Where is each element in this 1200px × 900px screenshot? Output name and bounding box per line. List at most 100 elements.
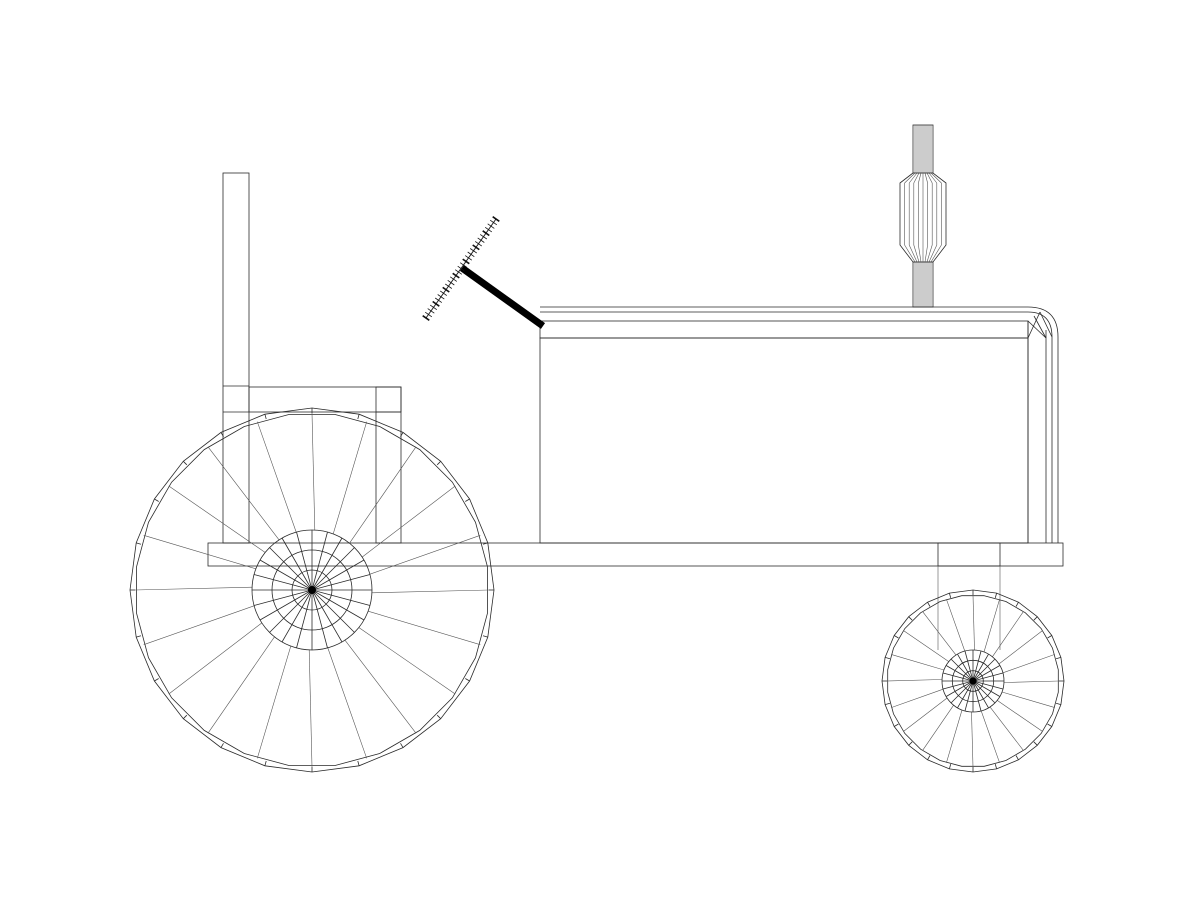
wheel-spoke	[1001, 691, 1055, 708]
wheel-spoke	[308, 649, 313, 768]
wheel-spoke	[1002, 654, 1055, 674]
exhaust-rib	[904, 172, 916, 184]
tread-tick	[893, 635, 899, 639]
wheel-spoke	[971, 711, 974, 768]
wheel-spoke	[207, 446, 280, 541]
tread-tick	[400, 432, 404, 437]
tread-tick	[994, 592, 997, 599]
steering-tooth	[484, 226, 493, 233]
wheel-spoke	[371, 589, 490, 594]
tread-tick	[949, 763, 952, 770]
engine-hood	[539, 306, 1059, 544]
wheel-spoke	[257, 421, 297, 533]
hub-radial	[957, 680, 974, 709]
tread-tick	[1055, 657, 1062, 660]
exhaust-rib	[913, 172, 920, 184]
tread-tick	[465, 498, 470, 502]
tread-tick	[220, 743, 224, 748]
wheel-spoke	[344, 639, 417, 734]
steering-tooth	[462, 258, 470, 265]
hub-radial	[281, 537, 313, 591]
axle-center	[969, 677, 977, 685]
steering-tooth	[422, 315, 430, 321]
steering-tooth	[427, 308, 435, 314]
wheel-spoke	[891, 688, 944, 708]
hub-radial	[972, 658, 996, 682]
steering-tooth	[449, 276, 458, 282]
hub-radial	[964, 650, 974, 682]
hub-radial	[259, 589, 313, 621]
wheel-spoke	[1003, 680, 1060, 683]
hub-radial	[942, 672, 974, 682]
wheel-spoke	[257, 646, 292, 759]
tread-tick	[908, 741, 913, 746]
steering-tooth	[424, 311, 433, 318]
tread-tick	[949, 592, 952, 599]
hub-radial	[972, 680, 1004, 690]
tread-tick	[436, 714, 441, 719]
tread-tick	[264, 760, 267, 766]
tread-tick	[1047, 635, 1053, 639]
tread-tick	[220, 432, 224, 437]
hub-radial	[945, 665, 974, 682]
hub-radial	[311, 589, 355, 633]
steering-tooth	[479, 234, 488, 240]
wheel-spoke	[134, 586, 253, 591]
steering-tooth	[464, 255, 473, 261]
wheel-spoke	[972, 594, 975, 651]
tread-tick	[884, 702, 891, 705]
tread-tick	[264, 414, 267, 420]
steering-tooth	[442, 286, 450, 293]
hub-radial	[311, 589, 365, 621]
seat-post	[222, 172, 250, 544]
tread-tick	[1015, 601, 1019, 607]
tread-tick	[893, 723, 899, 727]
tread-tick	[436, 461, 441, 466]
tread-tick	[183, 461, 188, 466]
wheel-spoke	[946, 599, 966, 652]
steering-tooth	[469, 248, 478, 254]
tread-tick	[136, 542, 142, 545]
wheel-spoke	[327, 647, 367, 759]
steering-tooth	[459, 262, 468, 268]
wheel-spoke	[998, 630, 1043, 665]
exhaust-rib	[930, 244, 942, 263]
hub-radial	[972, 680, 996, 704]
hub-radial	[311, 574, 371, 591]
tread-tick	[927, 601, 931, 607]
tread-tick	[400, 743, 404, 748]
hub-radial	[253, 574, 313, 591]
wheel-spoke	[361, 485, 456, 558]
hub-radial	[253, 589, 313, 606]
wheel-spoke	[143, 535, 256, 570]
tread-tick	[908, 616, 913, 621]
exhaust-rib	[924, 172, 928, 184]
steering-tooth	[492, 216, 500, 222]
wheel-spoke	[997, 700, 1043, 732]
wheel-spoke	[983, 599, 1000, 653]
steering-tooth	[452, 272, 460, 279]
tread-tick	[136, 635, 142, 638]
wheel-spoke	[368, 610, 481, 645]
tread-tick	[1033, 616, 1038, 621]
hub-radial	[957, 653, 974, 682]
tread-tick	[482, 635, 488, 638]
hub-radial	[259, 559, 313, 591]
exhaust-rib	[908, 172, 918, 184]
wheel-spoke	[922, 705, 954, 751]
hub-radial	[950, 680, 974, 704]
tread-tick	[1015, 755, 1019, 761]
steering-tooth	[439, 290, 448, 296]
exhaust-rib	[924, 244, 928, 263]
wheel-spoke	[369, 535, 481, 575]
exhaust-rib	[928, 244, 938, 263]
tread-tick	[884, 657, 891, 660]
steering-tooth	[447, 279, 455, 286]
tire-inner-rim	[887, 595, 1059, 767]
hub-radial	[964, 680, 974, 712]
hub-radial	[945, 680, 974, 697]
wheel-spoke	[358, 627, 456, 695]
wheel-spoke	[891, 654, 945, 671]
front-wheel	[881, 589, 1065, 773]
hub-radial	[311, 537, 343, 591]
